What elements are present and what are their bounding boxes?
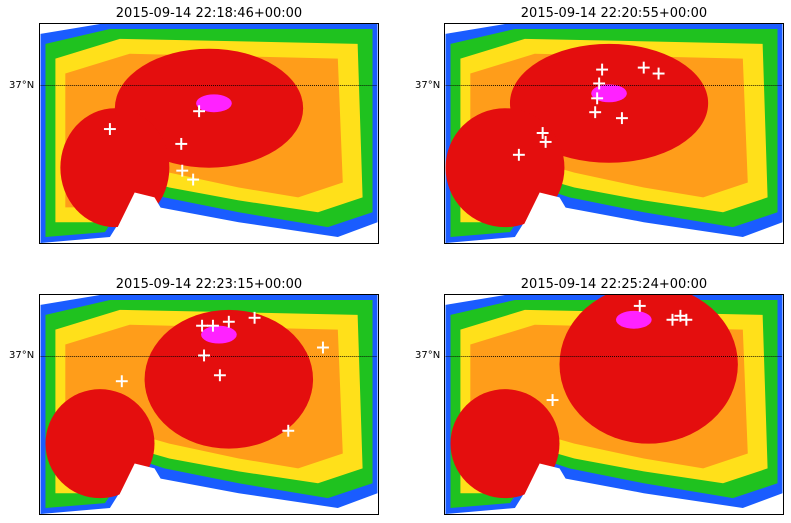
event-marker [103, 123, 116, 135]
event-marker [615, 112, 628, 125]
event-marker [589, 106, 602, 119]
event-marker [633, 299, 646, 312]
no-echo-region [514, 192, 783, 243]
event-marker [593, 77, 606, 90]
panel-title: 2015-09-14 22:23:15+00:00 [115, 277, 303, 292]
echo-core [445, 108, 565, 228]
radar-map [444, 294, 784, 515]
event-marker [198, 349, 210, 362]
no-echo-region [109, 463, 378, 514]
hail-core [201, 325, 237, 344]
hail-core [615, 310, 652, 329]
hail-core [196, 94, 232, 113]
event-marker [680, 313, 693, 326]
radar-map [39, 294, 379, 515]
latitude-label: 37°N [415, 80, 441, 91]
event-marker [282, 424, 295, 437]
radar-map [444, 23, 784, 244]
latitude-label: 37°N [415, 350, 441, 361]
reflectivity-field [40, 295, 378, 514]
latitude-label: 37°N [9, 80, 35, 91]
latitude-label: 37°N [9, 350, 35, 361]
event-marker [207, 319, 219, 332]
reflectivity-field [40, 24, 378, 243]
event-marker [539, 135, 552, 148]
event-marker [176, 164, 189, 177]
event-marker [536, 127, 549, 139]
echo-core [450, 389, 560, 499]
event-marker [115, 375, 128, 388]
event-marker [666, 313, 679, 326]
event-marker [637, 61, 650, 74]
event-marker [596, 63, 609, 76]
echo-core [45, 389, 155, 499]
no-echo-region [109, 192, 378, 243]
event-marker [193, 105, 206, 118]
panel-title: 2015-09-14 22:25:24+00:00 [520, 277, 708, 292]
echo-core [144, 309, 314, 449]
event-marker [317, 341, 329, 354]
no-echo-region [514, 463, 783, 514]
event-marker [187, 173, 200, 186]
panel-title: 2015-09-14 22:18:46+00:00 [115, 6, 303, 21]
reflectivity-field [445, 295, 783, 514]
event-marker [196, 319, 209, 332]
event-marker [652, 67, 665, 80]
echo-core [559, 295, 738, 444]
reflectivity-field [445, 24, 783, 243]
event-marker [591, 92, 604, 105]
event-marker [248, 311, 261, 324]
event-marker [546, 394, 559, 406]
radar-map [39, 23, 379, 244]
event-marker [222, 315, 235, 328]
event-marker [512, 148, 525, 161]
panel-title: 2015-09-14 22:20:55+00:00 [520, 6, 708, 21]
event-marker [213, 369, 226, 382]
event-marker [175, 137, 188, 150]
